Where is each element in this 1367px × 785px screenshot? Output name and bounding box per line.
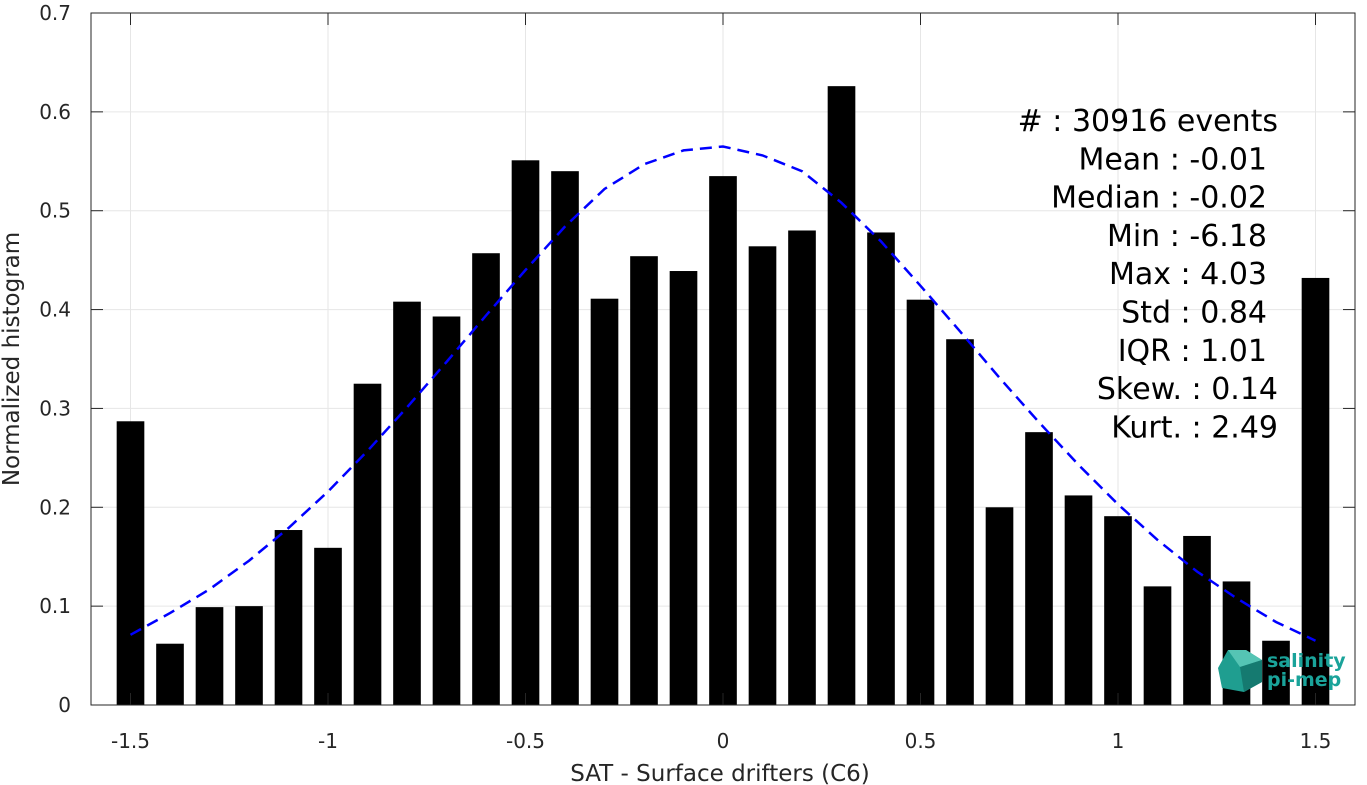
histogram-bar (1301, 277, 1330, 705)
x-axis-label: SAT - Surface drifters (C6) (570, 761, 870, 785)
salinity-pimep-logo: salinity pi-mep (1218, 650, 1346, 692)
axis-ticks (91, 12, 1355, 706)
y-tick-label: 0 (58, 693, 71, 717)
stat-line: Median : -0.02 (1051, 181, 1267, 216)
histogram-bar (867, 232, 895, 705)
histogram-bar (590, 298, 619, 705)
histogram-bar (116, 421, 145, 705)
y-tick-label: 0.4 (39, 298, 71, 322)
histogram-bar (630, 256, 658, 705)
histogram-bar (235, 606, 263, 705)
x-tick-label: 1.5 (1300, 729, 1332, 753)
stat-line: Min : -6.18 (1107, 219, 1267, 254)
stat-line: Max : 4.03 (1109, 257, 1267, 292)
histogram-bar (353, 383, 382, 705)
histogram-bar (1025, 432, 1053, 705)
x-tick-label: -1.5 (111, 729, 150, 753)
x-tick-labels: -1.5 -1 -0.5 0 0.5 1 1.5 (111, 729, 1331, 753)
x-tick-label: -0.5 (506, 729, 545, 753)
histogram-bar (827, 86, 856, 705)
gaussian-fit-curve (129, 145, 1317, 642)
stat-line: # : 30916 events (1018, 104, 1278, 139)
y-tick-label: 0.2 (39, 495, 71, 519)
histogram-bar (1183, 535, 1211, 705)
stat-line: Mean : -0.01 (1078, 142, 1267, 177)
histogram-bars (116, 86, 1330, 706)
histogram-bar (472, 253, 500, 706)
x-tick-label: -1 (318, 729, 338, 753)
histogram-bar (748, 246, 777, 705)
y-tick-label: 0.6 (39, 100, 71, 124)
logo-cube-dark (1240, 660, 1262, 692)
histogram-bar (669, 271, 698, 705)
logo-cube-shade (1228, 650, 1262, 667)
logo-line1: salinity (1267, 650, 1346, 672)
histogram-bar (314, 547, 342, 705)
x-tick-label: 0.5 (905, 729, 937, 753)
x-tick-label: 0 (717, 729, 730, 753)
histogram-bar (1143, 586, 1172, 705)
stat-line: Std : 0.84 (1121, 296, 1267, 331)
y-tick-label: 0.3 (39, 396, 71, 420)
histogram-bar (551, 171, 579, 705)
y-tick-labels: 0 0.1 0.2 0.3 0.4 0.5 0.6 0.7 (39, 1, 71, 717)
stat-line: Skew. : 0.14 (1097, 372, 1278, 407)
histogram-bar (393, 301, 421, 705)
histogram-bar (906, 299, 935, 705)
histogram-bar (946, 339, 974, 705)
y-tick-label: 0.5 (39, 199, 71, 223)
histogram-bar (274, 530, 303, 705)
histogram-bar (709, 176, 737, 706)
stat-line: Kurt. : 2.49 (1111, 410, 1278, 445)
histogram-bar (985, 507, 1014, 705)
x-tick-label: 1 (1112, 729, 1125, 753)
logo-line2: pi-mep (1267, 669, 1341, 691)
histogram-bar (1064, 495, 1093, 705)
histogram-bar (1104, 516, 1132, 705)
histogram-bar (1262, 640, 1290, 705)
histogram-bar (432, 316, 461, 705)
stat-line: IQR : 1.01 (1118, 334, 1267, 369)
y-tick-label: 0.1 (39, 594, 71, 618)
histogram-bar (788, 230, 816, 705)
y-axis-label: Normalized histogram (0, 232, 25, 486)
histogram-bar (195, 607, 224, 705)
histogram-bar (511, 160, 540, 706)
histogram-bar (156, 643, 184, 705)
y-tick-label: 0.7 (39, 1, 71, 25)
